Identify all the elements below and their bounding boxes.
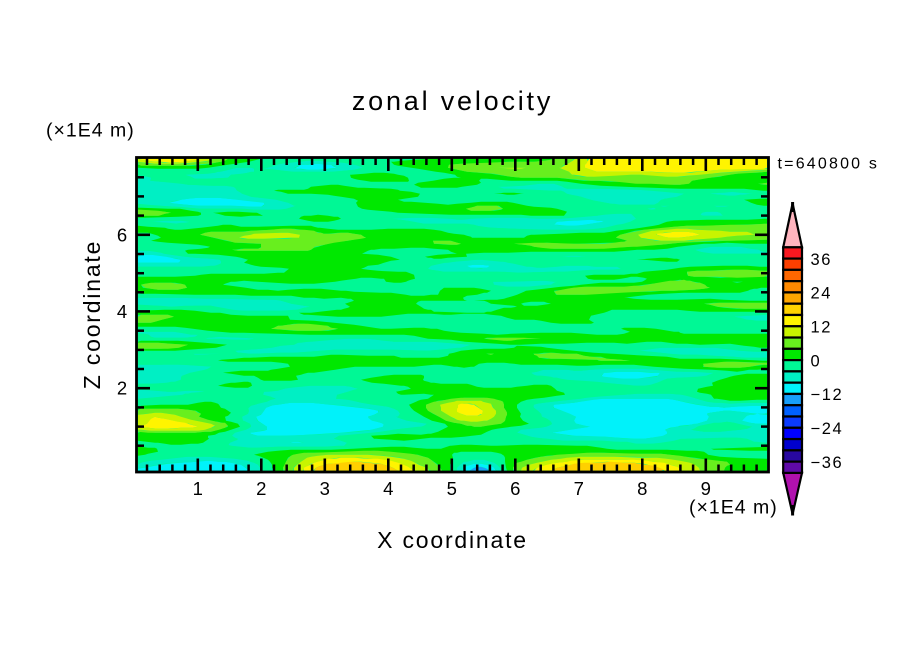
svg-text:12: 12 [811, 319, 833, 337]
svg-text:36: 36 [811, 251, 833, 269]
svg-text:2: 2 [256, 478, 266, 499]
svg-text:7: 7 [574, 478, 584, 499]
svg-text:3: 3 [320, 478, 330, 499]
svg-text:6: 6 [510, 478, 520, 499]
svg-text:9: 9 [701, 478, 711, 499]
svg-text:zonal velocity: zonal velocity [352, 86, 553, 116]
svg-text:4: 4 [117, 301, 127, 322]
svg-text:8: 8 [637, 478, 647, 499]
svg-text:5: 5 [447, 478, 457, 499]
svg-text:(×1E4 m): (×1E4 m) [46, 119, 135, 141]
svg-text:−12: −12 [811, 386, 844, 404]
svg-text:Z coordinate: Z coordinate [79, 240, 105, 389]
svg-text:24: 24 [811, 285, 833, 303]
svg-text:t=640800 s: t=640800 s [778, 156, 880, 173]
svg-text:−36: −36 [811, 454, 844, 472]
svg-text:6: 6 [117, 224, 127, 245]
svg-text:2: 2 [117, 378, 127, 399]
svg-text:0: 0 [811, 352, 822, 370]
svg-text:1: 1 [193, 478, 203, 499]
svg-text:(×1E4 m): (×1E4 m) [689, 496, 778, 518]
svg-text:X coordinate: X coordinate [377, 527, 528, 553]
svg-text:−24: −24 [811, 420, 844, 438]
svg-text:4: 4 [383, 478, 393, 499]
